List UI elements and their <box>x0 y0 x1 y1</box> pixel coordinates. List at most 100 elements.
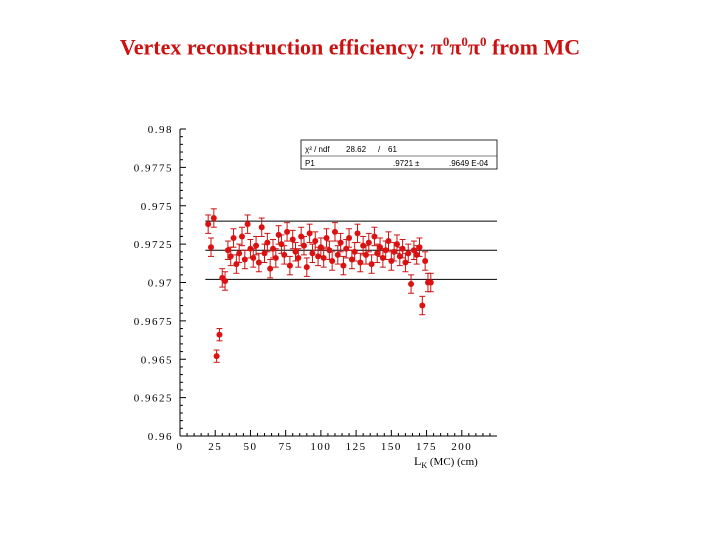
data-point <box>255 259 262 266</box>
data-point <box>427 279 434 286</box>
x-axis-label: LK (MC) (cm) <box>414 454 478 470</box>
data-point <box>377 244 384 251</box>
data-point <box>410 247 417 254</box>
data-point <box>331 228 338 235</box>
data-point <box>371 233 378 240</box>
x-axis-label-unit: (MC) (cm) <box>427 456 478 468</box>
data-point <box>379 254 386 261</box>
data-point <box>264 239 271 246</box>
data-point <box>281 251 288 258</box>
x-tick-label: 100 <box>310 441 331 453</box>
y-tick-label: 0.975 <box>141 201 173 213</box>
data-point <box>326 247 333 254</box>
data-point <box>205 221 212 228</box>
data-point <box>238 233 245 240</box>
data-point <box>374 250 381 257</box>
x-tick-label: 75 <box>279 441 293 453</box>
x-tick-label: 0 <box>177 441 184 453</box>
y-tick-label: 0.98 <box>148 124 173 136</box>
data-point <box>399 245 406 252</box>
data-point <box>278 241 285 248</box>
data-point <box>300 242 307 249</box>
data-point <box>357 259 364 266</box>
stats-chi2-separator: / <box>378 145 381 154</box>
data-point <box>413 251 420 258</box>
data-point <box>329 258 336 265</box>
stats-ndf-value: 61 <box>388 145 397 154</box>
data-points <box>205 208 434 363</box>
data-point <box>207 244 214 251</box>
data-point <box>309 250 316 257</box>
data-point <box>348 256 355 263</box>
data-point <box>295 254 302 261</box>
data-point <box>224 247 231 254</box>
data-point <box>227 253 234 260</box>
title-suffix: from MC <box>486 34 581 60</box>
y-tick-label: 0.97 <box>148 278 173 290</box>
data-point <box>405 250 412 257</box>
stats-chi2-label: χ² / ndf <box>305 145 330 154</box>
data-point <box>284 228 291 235</box>
data-point <box>362 251 369 258</box>
data-point <box>346 234 353 241</box>
x-tick-label: 50 <box>243 441 257 453</box>
data-point <box>236 250 243 257</box>
title-sup-2: 0 <box>461 34 468 49</box>
fit-stats-box: χ² / ndf 28.62 / 61 P1 .9721 ± .9649 E-0… <box>300 139 498 170</box>
data-point <box>253 242 260 249</box>
data-point <box>419 302 426 309</box>
data-point <box>222 277 229 284</box>
title-prefix: Vertex reconstruction efficiency: <box>119 34 431 60</box>
data-point <box>261 250 268 257</box>
data-point <box>267 265 274 272</box>
x-tick-label: 25 <box>208 441 222 453</box>
data-point <box>334 251 341 258</box>
data-point <box>312 238 319 245</box>
data-point <box>354 230 361 237</box>
x-tick-label: 125 <box>346 441 367 453</box>
x-axis-label-main: L <box>414 454 421 468</box>
data-point <box>303 264 310 271</box>
y-tick-label: 0.9625 <box>134 393 173 405</box>
stats-p1-label: P1 <box>305 159 315 168</box>
stats-chi2-value: 28.62 <box>346 145 367 154</box>
data-point <box>286 262 293 269</box>
y-tick-label: 0.9775 <box>134 162 173 174</box>
data-point <box>323 234 330 241</box>
data-point <box>216 331 223 338</box>
x-tick-label: 150 <box>381 441 402 453</box>
data-point <box>244 221 251 228</box>
data-point <box>416 244 423 251</box>
chart-title: Vertex reconstruction efficiency: π0π0π0… <box>0 34 700 60</box>
y-tick-label: 0.965 <box>141 354 173 366</box>
data-point <box>368 261 375 268</box>
data-point <box>213 353 220 360</box>
data-point <box>230 234 237 241</box>
y-tick-label: 0.96 <box>148 431 173 443</box>
data-point <box>343 245 350 252</box>
data-point <box>233 261 240 268</box>
data-point <box>393 241 400 248</box>
data-point <box>289 236 296 243</box>
title-pi-1: π <box>430 34 443 60</box>
x-tick-label: 175 <box>416 441 437 453</box>
data-point <box>320 254 327 261</box>
data-point <box>210 215 217 222</box>
x-tick-label: 200 <box>451 441 472 453</box>
data-point <box>292 248 299 255</box>
data-point <box>385 238 392 245</box>
stats-box-frame <box>300 139 498 170</box>
stats-p1-value: .9721 <box>393 159 414 168</box>
y-tick-label: 0.9725 <box>134 239 173 251</box>
data-point <box>340 262 347 269</box>
title-pi-2: π <box>449 34 462 60</box>
data-point <box>250 254 257 261</box>
stats-pm-symbol: ± <box>415 159 420 168</box>
data-point <box>351 248 358 255</box>
data-point <box>365 239 372 246</box>
data-point <box>396 253 403 260</box>
title-sup-1: 0 <box>442 34 450 49</box>
data-point <box>258 224 265 231</box>
title-sup-3: 0 <box>479 34 487 49</box>
